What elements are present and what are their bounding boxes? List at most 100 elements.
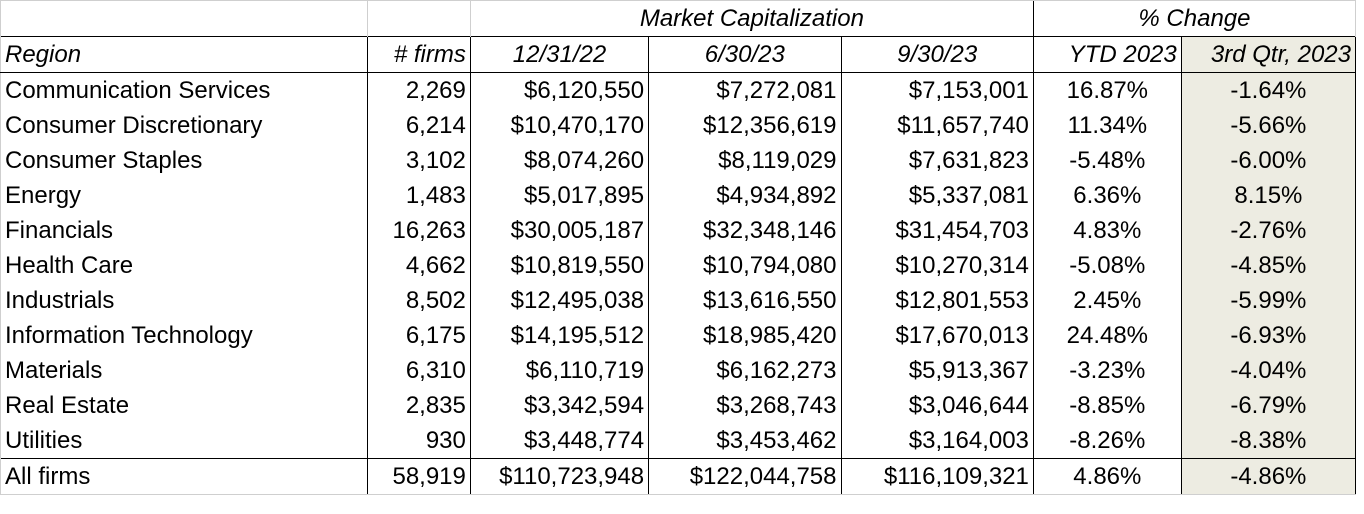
cell-cap-2[interactable]: $7,272,081 [648,72,842,108]
cell-cap-1[interactable]: $30,005,187 [469,213,650,248]
cell-cap-1[interactable]: $6,110,719 [469,353,650,388]
cell-cap-3[interactable]: $7,631,823 [840,143,1034,178]
empty-cell[interactable] [0,0,368,37]
cell-ytd[interactable]: 4.86% [1032,458,1182,495]
cell-ytd[interactable]: -8.85% [1032,388,1182,423]
cell-firms[interactable]: 3,102 [366,143,471,178]
cell-firms[interactable]: 930 [366,423,471,459]
cell-ytd[interactable]: -5.48% [1032,143,1182,178]
cell-cap-1[interactable]: $110,723,948 [469,458,650,495]
cell-cap-3[interactable]: $11,657,740 [840,108,1034,143]
cell-cap-3[interactable]: $3,164,003 [840,423,1034,459]
cell-firms[interactable]: 2,835 [366,388,471,423]
cell-region[interactable]: Energy [0,178,368,213]
cell-cap-1[interactable]: $6,120,550 [469,72,650,108]
cell-cap-2[interactable]: $13,616,550 [648,283,842,318]
cell-firms[interactable]: 6,310 [366,353,471,388]
cell-cap-3[interactable]: $10,270,314 [840,248,1034,283]
cell-region[interactable]: Communication Services [0,72,368,108]
group-header-row: Market Capitalization % Change [0,0,1357,37]
cell-firms[interactable]: 4,662 [366,248,471,283]
column-header-row: Region # firms 12/31/22 6/30/23 9/30/23 … [0,36,1357,73]
cell-region[interactable]: Materials [0,353,368,388]
column-header-region[interactable]: Region [0,36,368,73]
cell-ytd[interactable]: 11.34% [1032,108,1182,143]
cell-cap-2[interactable]: $122,044,758 [648,458,842,495]
column-header-q3[interactable]: 3rd Qtr, 2023 [1180,36,1357,73]
cell-cap-2[interactable]: $8,119,029 [648,143,842,178]
cell-ytd[interactable]: 4.83% [1032,213,1182,248]
cell-cap-1[interactable]: $5,017,895 [469,178,650,213]
cell-cap-3[interactable]: $116,109,321 [840,458,1034,495]
cell-cap-2[interactable]: $4,934,892 [648,178,842,213]
cell-cap-2[interactable]: $3,268,743 [648,388,842,423]
cell-region[interactable]: Health Care [0,248,368,283]
cell-q3[interactable]: -5.66% [1180,108,1357,143]
cell-ytd[interactable]: -3.23% [1032,353,1182,388]
cell-firms[interactable]: 6,214 [366,108,471,143]
cell-ytd[interactable]: 6.36% [1032,178,1182,213]
empty-cell[interactable] [366,0,471,37]
cell-cap-3[interactable]: $3,046,644 [840,388,1034,423]
cell-region[interactable]: Information Technology [0,318,368,353]
pct-change-group-header[interactable]: % Change [1032,0,1357,37]
cell-ytd[interactable]: 2.45% [1032,283,1182,318]
cell-region[interactable]: Utilities [0,423,368,459]
cell-cap-1[interactable]: $8,074,260 [469,143,650,178]
cell-region[interactable]: Consumer Staples [0,143,368,178]
cell-q3[interactable]: -6.93% [1180,318,1357,353]
cell-q3[interactable]: 8.15% [1180,178,1357,213]
cell-cap-2[interactable]: $12,356,619 [648,108,842,143]
cell-cap-3[interactable]: $17,670,013 [840,318,1034,353]
cell-cap-2[interactable]: $10,794,080 [648,248,842,283]
cell-q3[interactable]: -8.38% [1180,423,1357,459]
cell-cap-3[interactable]: $31,454,703 [840,213,1034,248]
cell-firms[interactable]: 1,483 [366,178,471,213]
cell-cap-1[interactable]: $3,342,594 [469,388,650,423]
cell-region[interactable]: All firms [0,458,368,495]
cell-ytd[interactable]: -5.08% [1032,248,1182,283]
cell-cap-1[interactable]: $3,448,774 [469,423,650,459]
cell-q3[interactable]: -2.76% [1180,213,1357,248]
cell-ytd[interactable]: -8.26% [1032,423,1182,459]
cell-firms[interactable]: 58,919 [366,458,471,495]
table-row: Financials 16,263 $30,005,187 $32,348,146 $3… [0,213,1357,248]
cell-cap-3[interactable]: $5,913,367 [840,353,1034,388]
cell-cap-2[interactable]: $3,453,462 [648,423,842,459]
cell-firms[interactable]: 8,502 [366,283,471,318]
cell-cap-2[interactable]: $18,985,420 [648,318,842,353]
column-header-date-1[interactable]: 12/31/22 [469,36,650,73]
cell-region[interactable]: Industrials [0,283,368,318]
column-header-firms[interactable]: # firms [366,36,471,73]
cell-q3[interactable]: -6.79% [1180,388,1357,423]
cell-region[interactable]: Real Estate [0,388,368,423]
cell-ytd[interactable]: 24.48% [1032,318,1182,353]
cell-ytd[interactable]: 16.87% [1032,72,1182,108]
cell-q3[interactable]: -6.00% [1180,143,1357,178]
cell-cap-2[interactable]: $32,348,146 [648,213,842,248]
cell-q3[interactable]: -4.85% [1180,248,1357,283]
cell-cap-3[interactable]: $5,337,081 [840,178,1034,213]
cell-q3[interactable]: -5.99% [1180,283,1357,318]
cell-firms[interactable]: 2,269 [366,72,471,108]
cell-cap-1[interactable]: $14,195,512 [469,318,650,353]
cell-q3[interactable]: -4.04% [1180,353,1357,388]
cell-cap-3[interactable]: $12,801,553 [840,283,1034,318]
cell-firms[interactable]: 6,175 [366,318,471,353]
column-header-date-3[interactable]: 9/30/23 [840,36,1034,73]
market-cap-group-header[interactable]: Market Capitalization [469,0,1034,37]
cell-region[interactable]: Consumer Discretionary [0,108,368,143]
cell-q3[interactable]: -4.86% [1180,458,1357,495]
market-cap-table: Market Capitalization % Change Region # … [0,0,1357,495]
cell-cap-3[interactable]: $7,153,001 [840,72,1034,108]
cell-cap-1[interactable]: $12,495,038 [469,283,650,318]
column-header-ytd[interactable]: YTD 2023 [1032,36,1182,73]
cell-region[interactable]: Financials [0,213,368,248]
cell-cap-1[interactable]: $10,819,550 [469,248,650,283]
cell-cap-1[interactable]: $10,470,170 [469,108,650,143]
column-header-date-2[interactable]: 6/30/23 [648,36,842,73]
cell-cap-2[interactable]: $6,162,273 [648,353,842,388]
cell-firms[interactable]: 16,263 [366,213,471,248]
cell-q3[interactable]: -1.64% [1180,72,1357,108]
table-row: Industrials 8,502 $12,495,038 $13,616,550 $1… [0,283,1357,318]
